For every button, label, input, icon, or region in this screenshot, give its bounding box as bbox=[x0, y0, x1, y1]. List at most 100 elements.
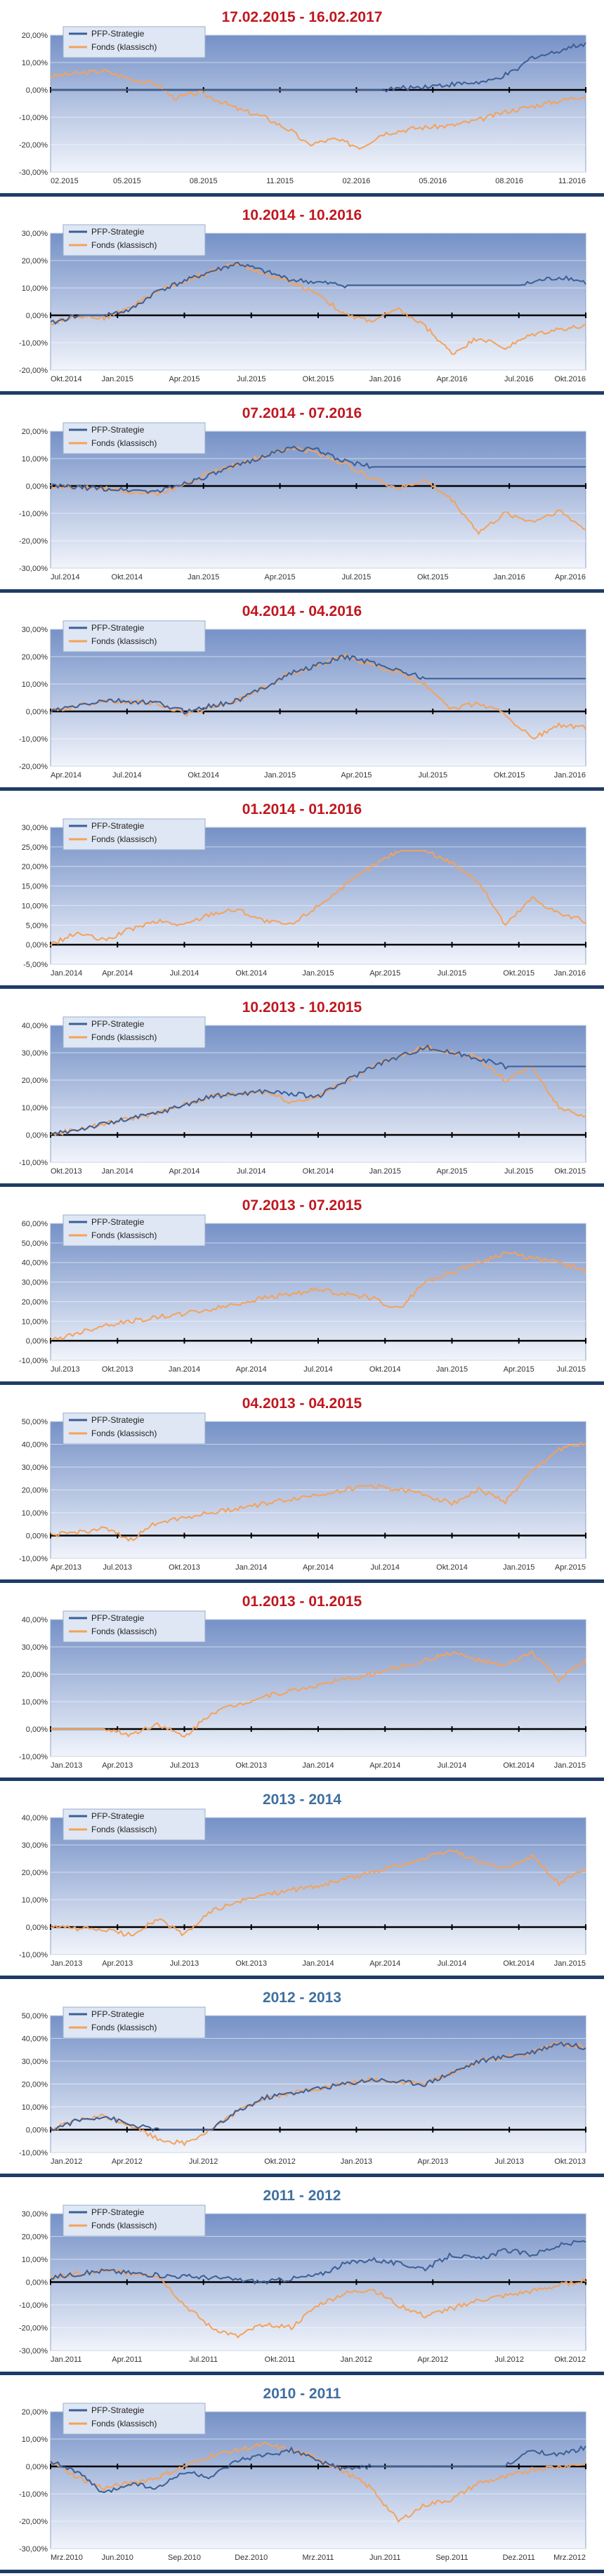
legend-box bbox=[63, 1214, 206, 1247]
x-tick-label: Apr.2015 bbox=[341, 771, 372, 780]
x-tick-label: 11.2015 bbox=[266, 177, 294, 185]
y-tick-label: -10,00% bbox=[19, 1555, 48, 1563]
x-tick-label: Okt.2014 bbox=[188, 771, 219, 780]
x-tick-label: Jan.2015 bbox=[188, 573, 219, 581]
legend-strategy-label: PFP-Strategie bbox=[91, 1811, 145, 1821]
y-tick-label: 0,00% bbox=[26, 2127, 48, 2135]
x-tick-label: 11.2016 bbox=[558, 177, 586, 185]
y-tick-label: 20,00% bbox=[22, 1077, 48, 1085]
x-tick-label: Okt.2014 bbox=[112, 573, 143, 581]
y-tick-label: 10,00% bbox=[22, 1104, 48, 1112]
x-tick-label: 08.2015 bbox=[190, 177, 218, 185]
x-tick-label: Jul.2013 bbox=[103, 1563, 132, 1572]
x-tick-label: Okt.2015 bbox=[554, 1167, 586, 1176]
y-tick-label: 20,00% bbox=[22, 2408, 48, 2417]
series-line-strategy bbox=[50, 1044, 586, 1136]
legend: PFP-Strategie Fonds (klassisch) bbox=[63, 1610, 206, 1643]
legend-box bbox=[63, 1610, 206, 1643]
x-tick-label: Jul.2012 bbox=[494, 2355, 524, 2364]
x-tick-label: Apr.2015 bbox=[555, 1563, 586, 1572]
y-tick-label: -10,00% bbox=[19, 1357, 48, 1365]
y-tick-label: 20,00% bbox=[22, 257, 48, 265]
chart-panel: 10.2014 - 10.2016 30,00% 20,00% 10,00% 0,00%… bbox=[0, 198, 604, 395]
y-tick-label: -10,00% bbox=[19, 510, 48, 518]
chart-panel: 17.02.2015 - 16.02.2017 20,00% 10,00% 0,00%… bbox=[0, 0, 604, 197]
x-tick-label: 02.2016 bbox=[343, 177, 371, 185]
legend: PFP-Strategie Fonds (klassisch) bbox=[63, 1412, 206, 1445]
y-tick-label: 5,00% bbox=[26, 921, 48, 930]
x-tick-label: Okt.2014 bbox=[369, 1365, 401, 1374]
x-tick-label: Apr.2015 bbox=[504, 1365, 534, 1374]
x-tick-label: Apr.2016 bbox=[555, 573, 586, 581]
x-tick-label: Okt.2014 bbox=[503, 1761, 534, 1770]
y-tick-label: -20,00% bbox=[19, 367, 48, 375]
chart-title: 01.2013 - 01.2015 bbox=[242, 1593, 362, 1610]
y-tick-label: 0,00% bbox=[26, 2279, 48, 2287]
x-tick-label: Jan.2015 bbox=[369, 1167, 401, 1176]
x-tick-label: Apr.2012 bbox=[112, 2157, 143, 2166]
y-tick-label: 0,00% bbox=[26, 1726, 48, 1734]
y-tick-label: -20,00% bbox=[19, 2325, 48, 2333]
x-tick-label: Jan.2015 bbox=[554, 1959, 586, 1968]
y-tick-label: 30,00% bbox=[22, 1643, 48, 1652]
x-tick-label: Jul.2014 bbox=[112, 771, 142, 780]
x-tick-label: Apr.2012 bbox=[417, 2355, 448, 2364]
y-tick-label: 20,00% bbox=[22, 2233, 48, 2242]
y-tick-label: 15,00% bbox=[22, 883, 48, 891]
legend-box bbox=[63, 1016, 206, 1049]
chart-svg: 40,00%30,00%20,00%10,00%0,00%-10,00%Jan.… bbox=[19, 1610, 586, 1770]
x-tick-label: Okt.2012 bbox=[264, 2157, 296, 2166]
y-tick-label: 10,00% bbox=[22, 455, 48, 464]
chart-title: 2011 - 2012 bbox=[263, 2188, 341, 2204]
chart-title: 07.2013 - 07.2015 bbox=[242, 1197, 362, 1214]
y-tick-label: 20,00% bbox=[22, 428, 48, 436]
chart-title: 17.02.2015 - 16.02.2017 bbox=[221, 9, 383, 25]
x-tick-label: Apr.2014 bbox=[236, 1365, 267, 1374]
y-tick-label: 30,00% bbox=[22, 230, 48, 238]
chart-title: 10.2013 - 10.2015 bbox=[242, 999, 362, 1016]
x-tick-label: Jul.2011 bbox=[189, 2355, 218, 2364]
series-line-fund bbox=[50, 1442, 586, 1542]
legend-strategy-label: PFP-Strategie bbox=[91, 821, 145, 831]
x-tick-label: Okt.2013 bbox=[102, 1365, 133, 1374]
x-tick-label: Jan.2013 bbox=[51, 1761, 82, 1770]
legend-fund-label: Fonds (klassisch) bbox=[91, 438, 157, 448]
chart-svg: 20,00%10,00%0,00%-10,00%-20,00%-30,00%Ju… bbox=[19, 422, 586, 581]
y-tick-label: 0,00% bbox=[26, 1131, 48, 1140]
x-tick-label: Jul.2016 bbox=[504, 375, 534, 383]
y-tick-label: 30,00% bbox=[22, 1464, 48, 1472]
legend-fund-label: Fonds (klassisch) bbox=[91, 636, 157, 646]
legend: PFP-Strategie Fonds (klassisch) bbox=[63, 422, 206, 454]
y-tick-label: 20,00% bbox=[22, 1671, 48, 1679]
series-line-fund bbox=[50, 260, 586, 355]
x-tick-label: Apr.2015 bbox=[169, 375, 199, 383]
x-tick-label: Apr.2014 bbox=[369, 1761, 400, 1770]
x-tick-label: Jan.2012 bbox=[341, 2355, 372, 2364]
legend-box bbox=[63, 1412, 206, 1445]
x-tick-label: Jun.2010 bbox=[102, 2554, 133, 2562]
y-tick-label: 30,00% bbox=[22, 626, 48, 634]
legend-box bbox=[63, 2204, 206, 2237]
x-tick-label: Jan.2014 bbox=[102, 1167, 133, 1176]
x-tick-label: Jul.2015 bbox=[438, 969, 467, 978]
y-tick-label: 0,00% bbox=[26, 2463, 48, 2471]
series-line-strategy bbox=[50, 654, 586, 715]
legend-strategy-label: PFP-Strategie bbox=[91, 1019, 145, 1029]
chart-title: 2013 - 2014 bbox=[262, 1792, 342, 1808]
y-tick-label: 0,00% bbox=[26, 312, 48, 320]
x-tick-label: Jul.2014 bbox=[51, 573, 80, 581]
x-tick-label: Mrz.2012 bbox=[553, 2554, 586, 2562]
y-tick-label: 40,00% bbox=[22, 2035, 48, 2044]
x-tick-label: Dez.2011 bbox=[503, 2554, 535, 2562]
x-tick-label: Sep.2011 bbox=[435, 2554, 468, 2562]
legend: PFP-Strategie Fonds (klassisch) bbox=[63, 1214, 206, 1247]
y-tick-label: 10,00% bbox=[22, 2436, 48, 2444]
x-tick-label: Jul.2015 bbox=[237, 375, 266, 383]
y-tick-label: 40,00% bbox=[22, 1022, 48, 1030]
chart-panel: 10.2013 - 10.2015 40,00% 30,00% 20,00% 10,00… bbox=[0, 990, 604, 1187]
series-line-fund bbox=[50, 1849, 586, 1937]
series-line-fund bbox=[50, 850, 586, 947]
x-tick-label: Jan.2016 bbox=[554, 771, 586, 780]
chart-svg: 40,00%30,00%20,00%10,00%0,00%-10,00%Okt.… bbox=[19, 1016, 586, 1176]
y-tick-label: -10,00% bbox=[19, 2490, 48, 2499]
